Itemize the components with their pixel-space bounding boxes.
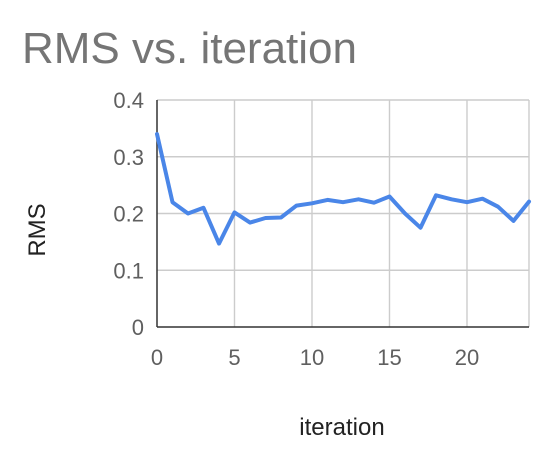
series-line [155,132,531,246]
x-tick-label: 5 [228,345,240,370]
x-tick-label: 10 [300,345,324,370]
x-tick-label: 20 [455,345,479,370]
y-tick-label: 0 [132,315,144,340]
x-tick-label: 15 [377,345,401,370]
x-tick-label: 0 [151,345,163,370]
series [155,132,531,246]
y-tick-label: 0.1 [113,258,144,283]
grid [157,99,530,327]
y-tick-label: 0.2 [113,202,144,227]
y-axis-title: RMS [24,203,51,256]
tick-labels: 0 0.1 0.2 0.3 0.4 0 5 10 15 20 [113,88,479,370]
y-tick-label: 0.4 [113,88,144,113]
x-axis-title: iteration [299,414,384,441]
chart-title: RMS vs. iteration [22,24,357,73]
y-tick-label: 0.3 [113,145,144,170]
